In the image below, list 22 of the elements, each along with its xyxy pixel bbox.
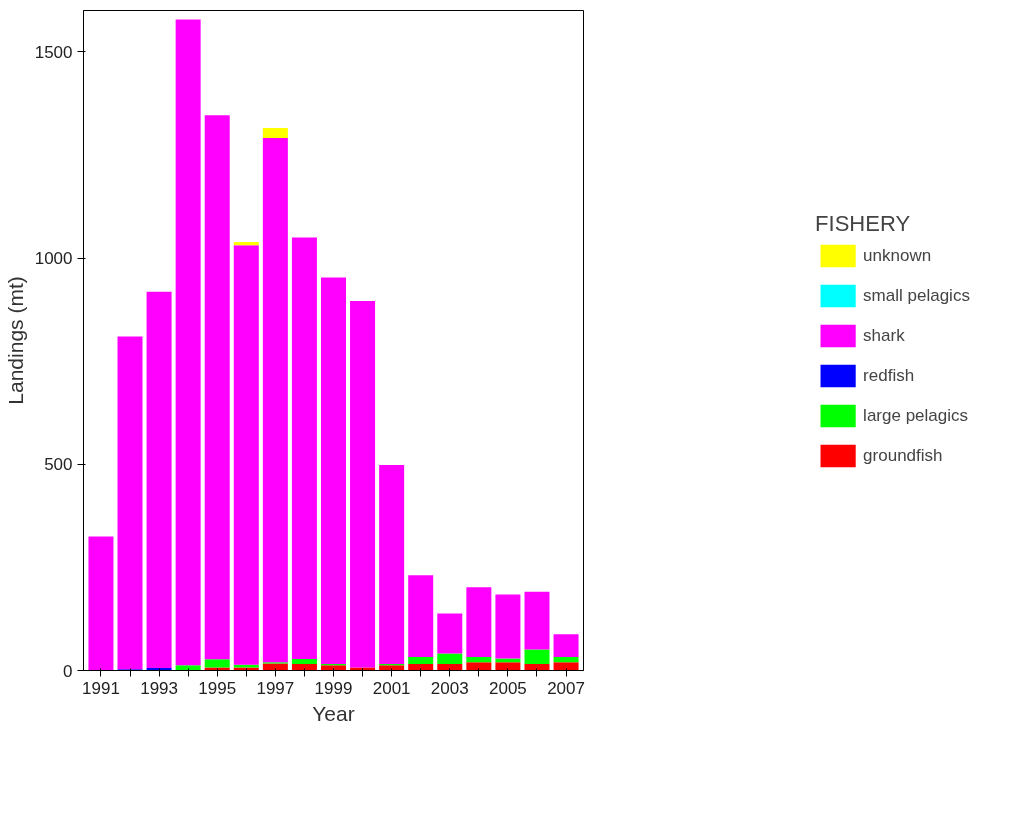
- x-tick-label: 2005: [489, 678, 527, 698]
- legend-label: shark: [863, 325, 905, 346]
- y-tick-label: 500: [44, 455, 73, 475]
- x-tick-label: 2007: [547, 678, 585, 698]
- y-tick-label: 1000: [34, 249, 73, 268]
- legend-title: FISHERY: [815, 210, 912, 237]
- x-tick-label: 1997: [256, 678, 295, 698]
- legend-label: groundfish: [863, 445, 943, 466]
- x-tick-label: 2003: [430, 678, 469, 698]
- legend-label: large pelagics: [863, 405, 969, 426]
- y-tick-label: 1500: [34, 42, 73, 62]
- legend-label: small pelagics: [863, 285, 970, 306]
- y-axis-title: Landings (mt): [3, 276, 27, 405]
- x-tick-label: 1991: [82, 678, 120, 698]
- x-tick-label: 2001: [372, 678, 411, 698]
- y-tick-label: 0: [63, 661, 73, 681]
- legend-label: redfish: [863, 365, 915, 386]
- x-axis-title: Year: [312, 701, 355, 725]
- x-tick-label: 1995: [198, 678, 237, 698]
- x-tick-label: 1993: [140, 678, 178, 698]
- x-tick-label: 1999: [314, 678, 353, 698]
- legend-label: unknown: [863, 245, 932, 266]
